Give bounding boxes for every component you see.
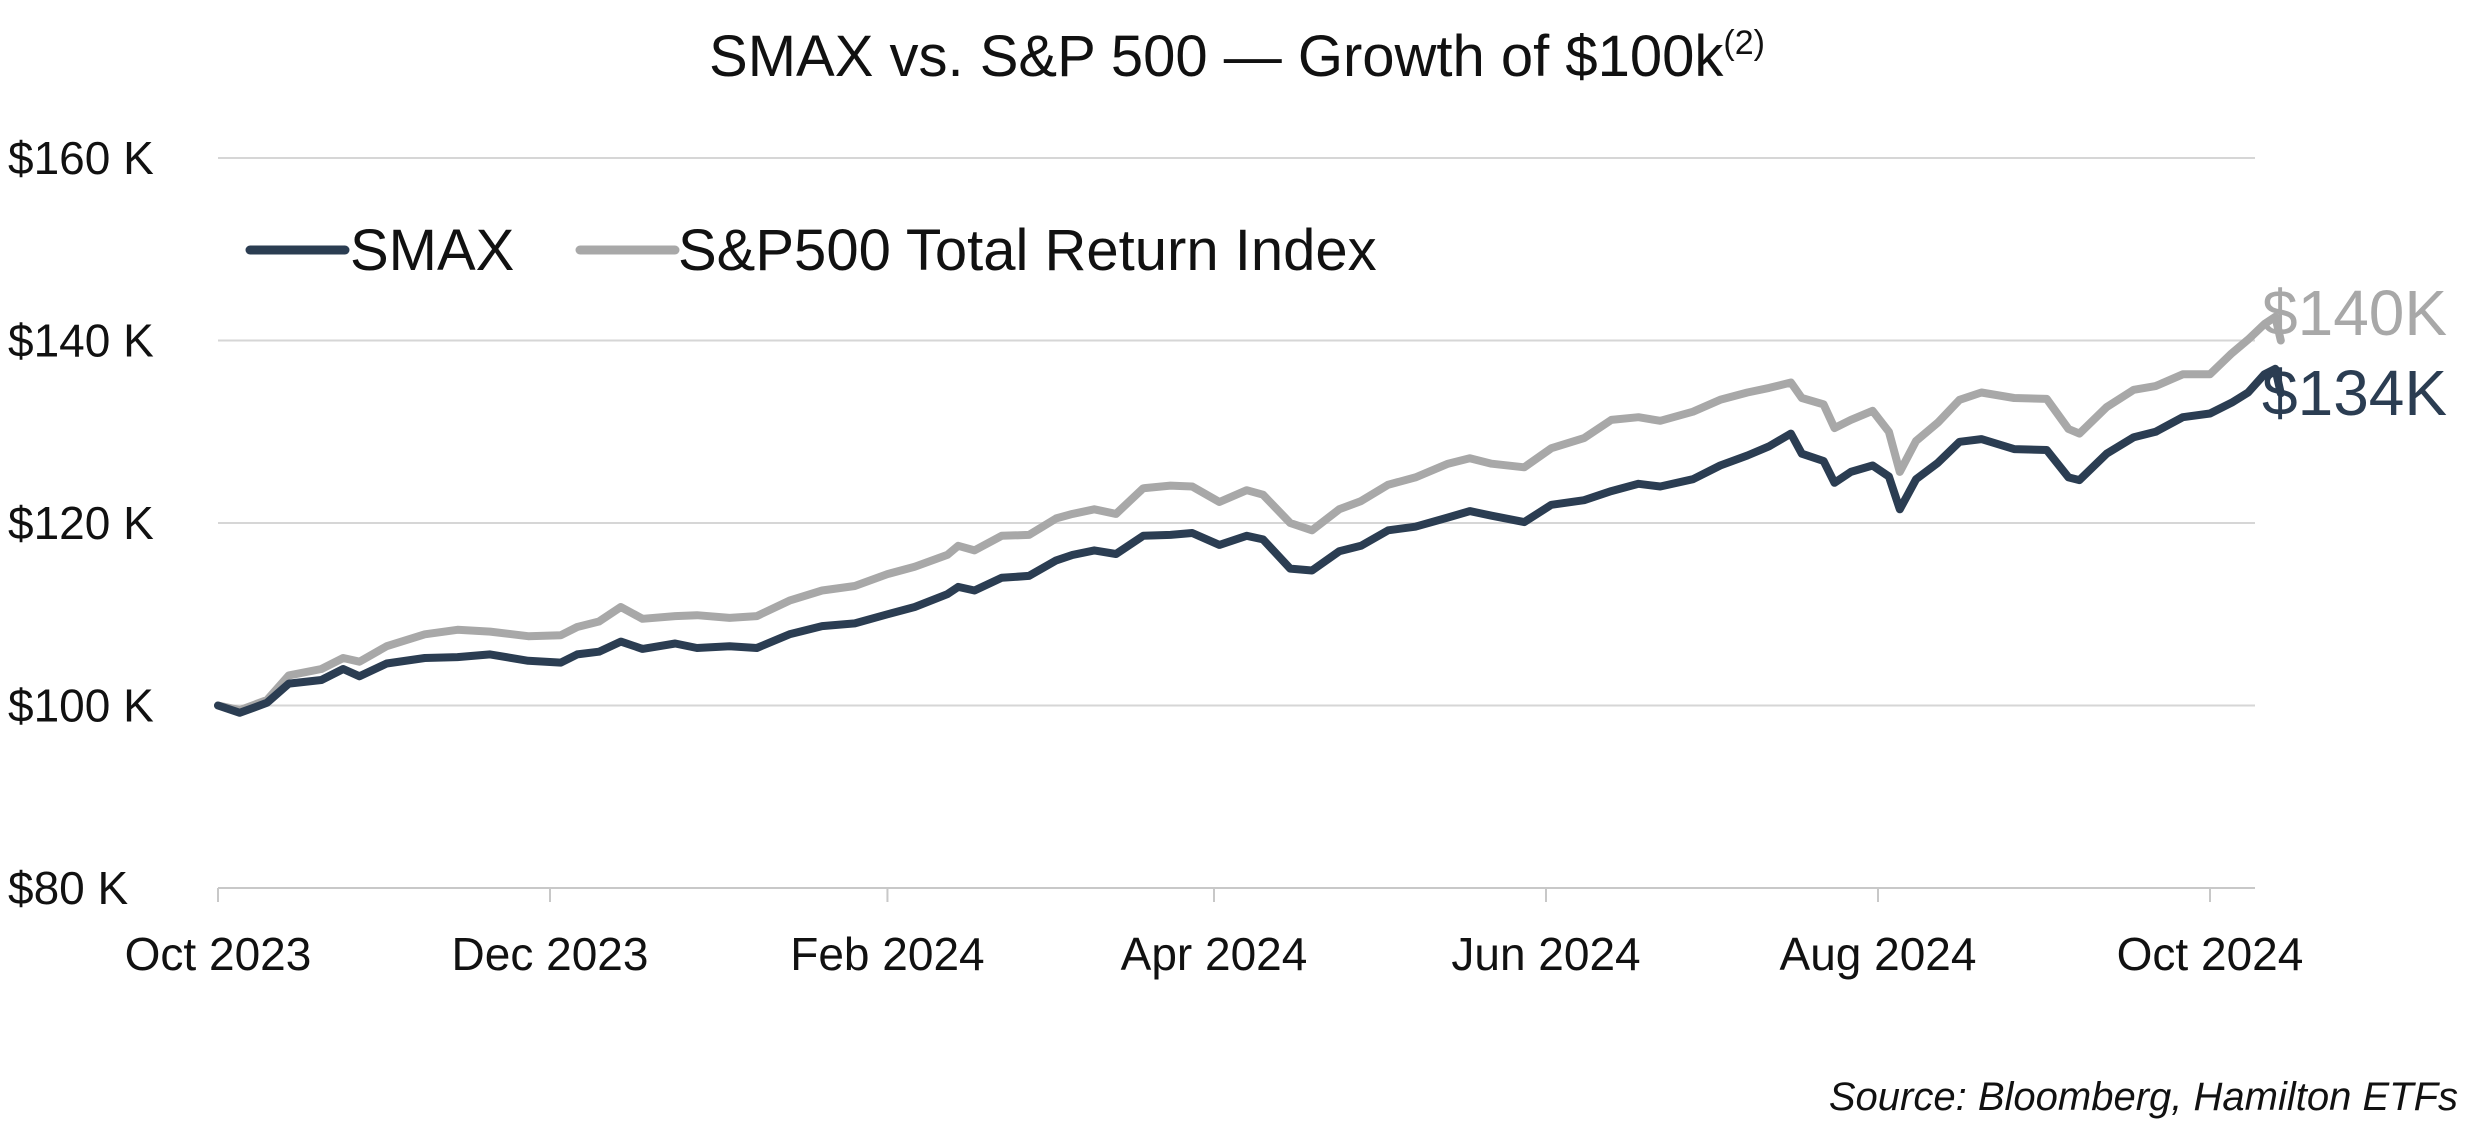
end-labels: $134K $140K (2262, 277, 2447, 429)
legend: SMAX S&P500 Total Return Index (245, 218, 1377, 283)
y-tick-label: $80 K (8, 862, 129, 914)
end-label-smax: $134K (2262, 357, 2447, 429)
end-label-sp500: $140K (2262, 277, 2447, 349)
y-tick-label: $100 K (8, 680, 154, 732)
y-tick-label: $160 K (8, 132, 154, 184)
x-tick-label: Dec 2023 (452, 928, 649, 980)
x-tick-label: Feb 2024 (790, 928, 984, 980)
chart-title-main: SMAX vs. S&P 500 — Growth of $100k (709, 24, 1724, 89)
x-tick-label: Aug 2024 (1780, 928, 1977, 980)
x-tick-label: Oct 2024 (2117, 928, 2304, 980)
y-axis: $160 K $140 K $120 K $100 K $80 K (8, 132, 154, 914)
plot-series (214, 312, 2285, 717)
series-line-sp500 (214, 312, 2285, 715)
x-tick-label: Jun 2024 (1451, 928, 1640, 980)
x-axis: Oct 2023 Dec 2023 Feb 2024 Apr 2024 Jun 2024… (125, 888, 2304, 980)
legend-label-smax: SMAX (350, 218, 514, 283)
y-tick-label: $120 K (8, 497, 154, 549)
chart-title: SMAX vs. S&P 500 — Growth of $100k(2) (709, 24, 1765, 89)
x-tick-label: Apr 2024 (1121, 928, 1308, 980)
gridlines (218, 157, 2255, 889)
chart-title-superscript: (2) (1723, 24, 1765, 62)
x-tick-label: Oct 2023 (125, 928, 312, 980)
series-line-smax (214, 364, 2285, 717)
y-tick-label: $140 K (8, 315, 154, 367)
source-note: Source: Bloomberg, Hamilton ETFs (1829, 1075, 2458, 1119)
legend-label-sp500: S&P500 Total Return Index (678, 218, 1377, 283)
